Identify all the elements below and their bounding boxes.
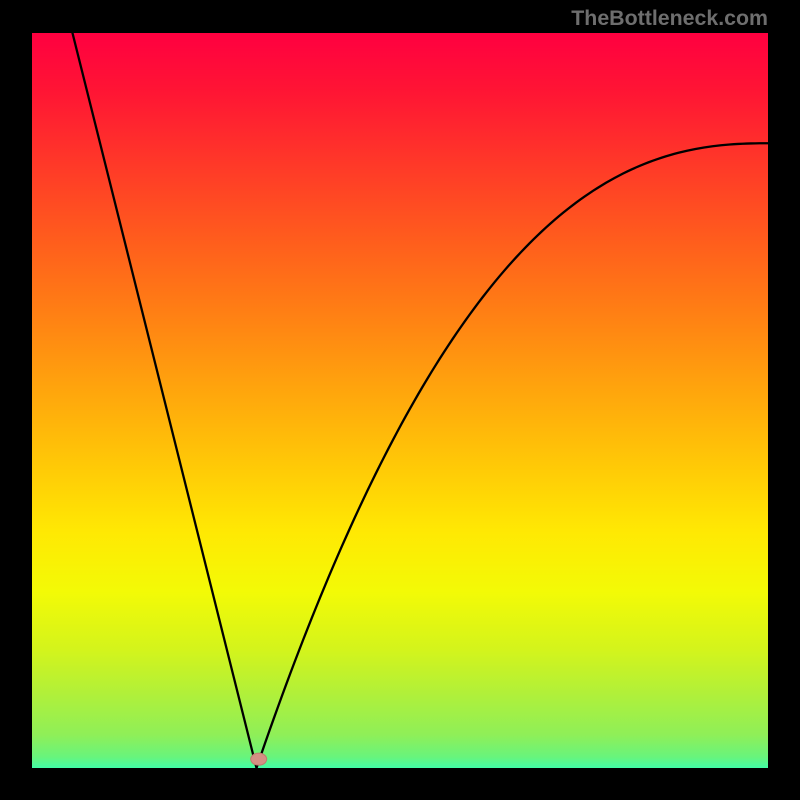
- plot-area: [32, 33, 768, 768]
- chart-container: TheBottleneck.com: [0, 0, 800, 800]
- watermark-text: TheBottleneck.com: [571, 6, 768, 31]
